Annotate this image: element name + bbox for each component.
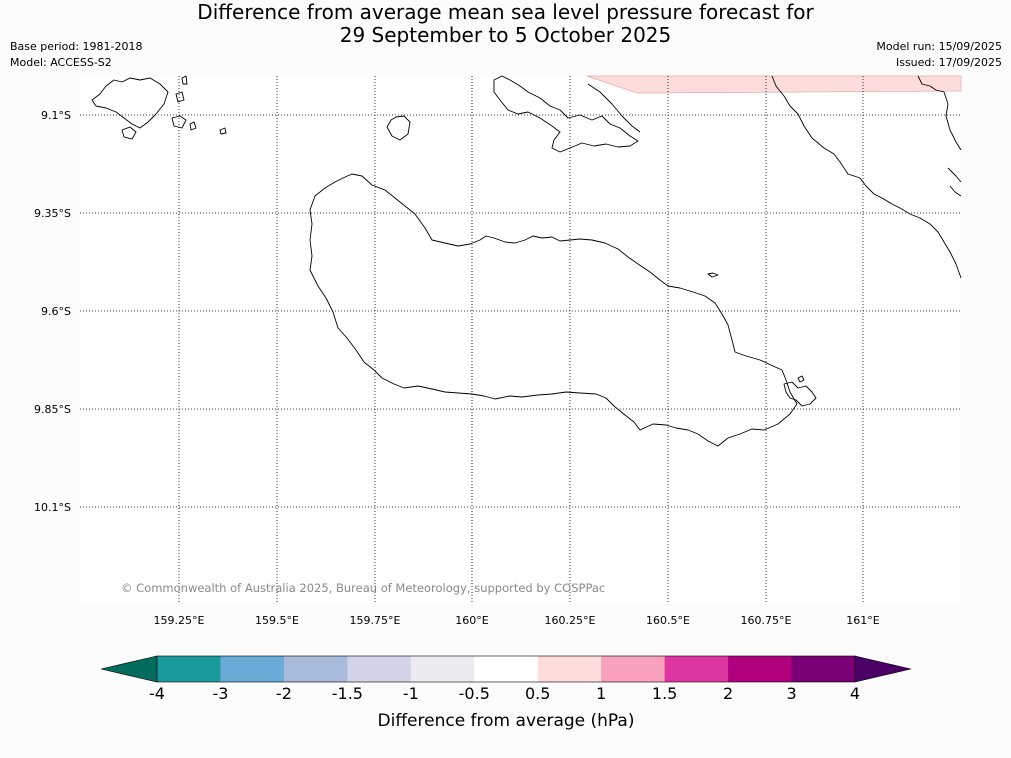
anomaly-patch xyxy=(586,75,962,94)
colorbar-tick-label: -1.5 xyxy=(332,684,363,703)
colorbar-tick-label: -0.5 xyxy=(459,684,490,703)
colorbar-tick-label: 1.5 xyxy=(652,684,677,703)
coastline-russell-islet-6 xyxy=(181,75,188,85)
coastline-russell-islands xyxy=(91,77,169,129)
map-title-line1: Difference from average mean sea level p… xyxy=(197,0,814,24)
colorbar-segment xyxy=(410,656,475,682)
colorbar-segments xyxy=(157,656,856,682)
coastline-florida-islands xyxy=(493,75,639,153)
colorbar-tick-label: -4 xyxy=(149,684,165,703)
colorbar-segment xyxy=(220,656,285,682)
coastline-russell-islet-3 xyxy=(189,121,197,131)
colorbar-under-arrow xyxy=(100,655,158,683)
lat-label-2: 9.35°S xyxy=(34,207,71,220)
lon-label-5: 160.25°E xyxy=(545,614,596,627)
colorbar-segment xyxy=(601,656,666,682)
lon-label-2: 159.5°E xyxy=(255,614,299,627)
colorbar-segment xyxy=(283,656,348,682)
model-name: Model: ACCESS-S2 xyxy=(10,56,112,69)
colorbar-tick-label: 3 xyxy=(786,684,796,703)
coastline-guadalcanal xyxy=(309,173,798,447)
coastline-russell-islet-4 xyxy=(219,127,227,135)
colorbar-tick-label: -3 xyxy=(212,684,228,703)
coastline-russell-islet-2 xyxy=(171,115,187,129)
lon-label-3: 159.75°E xyxy=(350,614,401,627)
coastline-florida-north xyxy=(587,83,641,133)
model-run: Model run: 15/09/2025 xyxy=(876,40,1002,53)
coastline-marau xyxy=(783,381,817,407)
colorbar-segment xyxy=(347,656,412,682)
coastline-russell-islet-1 xyxy=(121,126,137,140)
lon-labels: 159.25°E 159.5°E 159.75°E 160°E 160.25°E… xyxy=(154,614,880,627)
colorbar-tick-label: 4 xyxy=(850,684,860,703)
coastline-russell-islet-5 xyxy=(175,91,185,103)
lat-labels: 9.1°S 9.35°S 9.6°S 9.85°S 10.1°S xyxy=(34,109,71,514)
coastline-malaita xyxy=(771,75,962,279)
colorbar-segment xyxy=(157,656,221,682)
coastline-malaita-bay xyxy=(947,167,962,183)
meta-left: Base period: 1981-2018 Model: ACCESS-S2 xyxy=(10,39,142,71)
coastline-savo xyxy=(386,115,411,141)
colorbar-segment xyxy=(537,656,602,682)
lat-label-4: 9.85°S xyxy=(34,403,71,416)
coastline-islet-east xyxy=(707,272,719,278)
colorbar-segment xyxy=(664,656,729,682)
map-area xyxy=(80,76,961,604)
colorbar-frame xyxy=(156,655,856,683)
lon-label-4: 160°E xyxy=(455,614,488,627)
lat-label-5: 10.1°S xyxy=(34,501,71,514)
colorbar-tick-label: -1 xyxy=(403,684,419,703)
colorbar-ticks: -4 -3 -2 -1.5 -1 -0.5 0.5 1 1.5 2 3 4 xyxy=(149,684,860,703)
colorbar: -4 -3 -2 -1.5 -1 -0.5 0.5 1 1.5 2 3 4 Difference fr… xyxy=(100,655,912,731)
colorbar-tick-label: -2 xyxy=(276,684,292,703)
lon-label-7: 160.75°E xyxy=(741,614,792,627)
colorbar-segment xyxy=(728,656,793,682)
colorbar-tick-label: 0.5 xyxy=(525,684,550,703)
colorbar-over-arrow xyxy=(854,655,912,683)
graticule xyxy=(80,76,961,604)
lon-label-1: 159.25°E xyxy=(154,614,205,627)
lat-label-3: 9.6°S xyxy=(41,305,71,318)
coastline-malaita-bay-2 xyxy=(949,185,962,197)
map-title-line2: 29 September to 5 October 2025 xyxy=(339,23,672,47)
lon-label-6: 160.5°E xyxy=(646,614,690,627)
colorbar-tick-label: 2 xyxy=(723,684,733,703)
colorbar-tick-label: 1 xyxy=(596,684,606,703)
coastline-malaita-east xyxy=(917,75,962,151)
colorbar-label: Difference from average (hPa) xyxy=(378,711,635,731)
base-period: Base period: 1981-2018 xyxy=(10,40,143,53)
coastlines xyxy=(91,75,962,447)
lat-label-1: 9.1°S xyxy=(41,109,71,122)
meta-right: Model run: 15/09/2025 Issued: 17/09/2025 xyxy=(876,39,1002,71)
lon-label-8: 161°E xyxy=(846,614,879,627)
coastline-marau-islet xyxy=(797,375,805,383)
copyright-notice: © Commonwealth of Australia 2025, Bureau… xyxy=(121,581,605,595)
issued-date: Issued: 17/09/2025 xyxy=(895,56,1002,69)
colorbar-segment xyxy=(791,656,856,682)
colorbar-segment xyxy=(474,656,539,682)
